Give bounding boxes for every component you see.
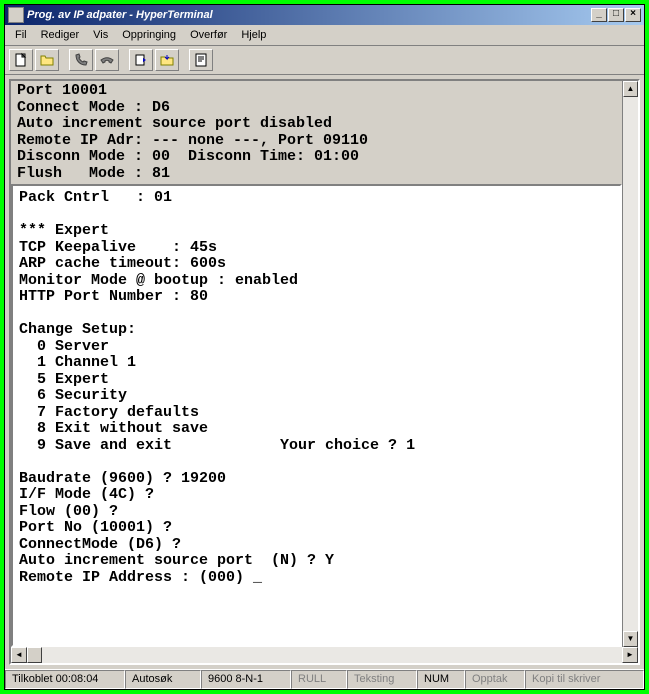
- phone-down-icon: [99, 52, 115, 68]
- receive-button[interactable]: [155, 49, 179, 71]
- window-title: Prog. av IP adpater - HyperTerminal: [27, 9, 591, 21]
- statusbar: Tilkoblet 00:08:04 Autosøk 9600 8-N-1 RU…: [5, 669, 644, 689]
- open-button[interactable]: [35, 49, 59, 71]
- scroll-left-arrow[interactable]: ◄: [11, 647, 27, 663]
- terminal-frame: Port 10001 Connect Mode : D6 Auto increm…: [9, 79, 640, 665]
- maximize-button[interactable]: □: [608, 8, 624, 22]
- content-area: Port 10001 Connect Mode : D6 Auto increm…: [5, 75, 644, 669]
- properties-button[interactable]: [189, 49, 213, 71]
- new-file-icon: [13, 52, 29, 68]
- status-config: 9600 8-N-1: [201, 670, 291, 689]
- send-button[interactable]: [129, 49, 153, 71]
- status-connection: Tilkoblet 00:08:04: [5, 670, 125, 689]
- phone-icon: [73, 52, 89, 68]
- status-type: Autosøk: [125, 670, 201, 689]
- app-icon: [8, 7, 24, 23]
- new-button[interactable]: [9, 49, 33, 71]
- open-folder-icon: [39, 52, 55, 68]
- status-rull: RULL: [291, 670, 347, 689]
- horizontal-scrollbar[interactable]: ◄ ►: [11, 647, 638, 663]
- hscroll-thumb[interactable]: [27, 647, 42, 663]
- send-file-icon: [133, 52, 149, 68]
- status-opptak: Opptak: [465, 670, 525, 689]
- app-window: Prog. av IP adpater - HyperTerminal _ □ …: [4, 4, 645, 690]
- close-button[interactable]: ×: [625, 8, 641, 22]
- scroll-right-arrow[interactable]: ►: [622, 647, 638, 663]
- disconnect-button[interactable]: [95, 49, 119, 71]
- menu-overfor[interactable]: Overfør: [184, 27, 233, 43]
- properties-icon: [193, 52, 209, 68]
- vertical-scrollbar[interactable]: ▲ ▼: [622, 81, 638, 647]
- terminal-header: Port 10001 Connect Mode : D6 Auto increm…: [11, 81, 622, 184]
- menu-fil[interactable]: Fil: [9, 27, 33, 43]
- menu-vis[interactable]: Vis: [87, 27, 114, 43]
- window-controls: _ □ ×: [591, 8, 641, 22]
- scroll-track[interactable]: [623, 97, 638, 631]
- titlebar: Prog. av IP adpater - HyperTerminal _ □ …: [5, 5, 644, 25]
- toolbar: [5, 46, 644, 75]
- menu-hjelp[interactable]: Hjelp: [235, 27, 272, 43]
- receive-folder-icon: [159, 52, 175, 68]
- menu-rediger[interactable]: Rediger: [35, 27, 86, 43]
- hscroll-track[interactable]: [27, 647, 622, 663]
- status-num: NUM: [417, 670, 465, 689]
- scroll-up-arrow[interactable]: ▲: [623, 81, 638, 97]
- connect-button[interactable]: [69, 49, 93, 71]
- status-teksting: Teksting: [347, 670, 417, 689]
- menubar: Fil Rediger Vis Oppringing Overfør Hjelp: [5, 25, 644, 46]
- terminal-body[interactable]: Pack Cntrl : 01 *** Expert TCP Keepalive…: [11, 184, 622, 647]
- minimize-button[interactable]: _: [591, 8, 607, 22]
- menu-oppringing[interactable]: Oppringing: [116, 27, 182, 43]
- scroll-down-arrow[interactable]: ▼: [623, 631, 638, 647]
- status-print: Kopi til skriver: [525, 670, 644, 689]
